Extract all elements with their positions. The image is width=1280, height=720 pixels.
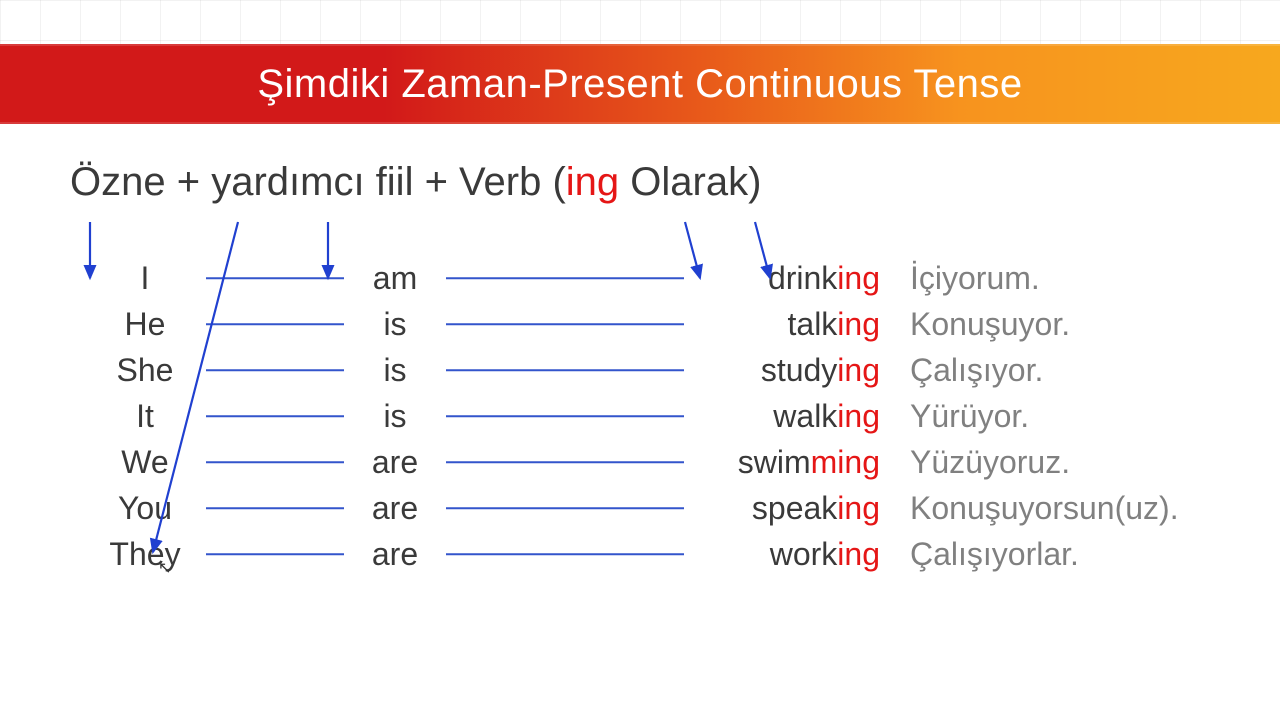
subject-cell: They	[90, 536, 200, 573]
verb-cell: drinking	[690, 260, 910, 297]
content-area: Özne + yardımcı fiil + Verb (ing Olarak)…	[50, 160, 1230, 577]
aux-cell: are	[350, 490, 440, 527]
table-row: ItiswalkingYürüyor.	[90, 393, 1230, 439]
verb-suffix: ing	[837, 490, 880, 526]
translation-cell: Yüzüyoruz.	[910, 444, 1230, 481]
verb-suffix: ming	[811, 444, 880, 480]
table-row: WeareswimmingYüzüyoruz.	[90, 439, 1230, 485]
verb-suffix: ing	[837, 352, 880, 388]
verb-cell: walking	[690, 398, 910, 435]
table-row: Iamdrinkingİçiyorum.	[90, 255, 1230, 301]
subject-cell: You	[90, 490, 200, 527]
table-row: YouarespeakingKonuşuyorsun(uz).	[90, 485, 1230, 531]
verb-stem: talk	[788, 306, 838, 342]
aux-cell: is	[350, 352, 440, 389]
header-banner: Şimdiki Zaman-Present Continuous Tense	[0, 44, 1280, 124]
aux-cell: are	[350, 536, 440, 573]
formula-paren-open: (	[541, 160, 565, 204]
translation-cell: İçiyorum.	[910, 260, 1230, 297]
verb-stem: walk	[773, 398, 837, 434]
grammar-formula: Özne + yardımcı fiil + Verb (ing Olarak)	[50, 160, 1230, 205]
table-row: SheisstudyingÇalışıyor.	[90, 347, 1230, 393]
formula-plus: +	[166, 160, 212, 204]
verb-stem: study	[761, 352, 837, 388]
translation-cell: Konuşuyor.	[910, 306, 1230, 343]
formula-subject: Özne	[70, 160, 166, 204]
page-title: Şimdiki Zaman-Present Continuous Tense	[257, 62, 1022, 107]
subject-cell: We	[90, 444, 200, 481]
verb-cell: working	[690, 536, 910, 573]
formula-plus: +	[413, 160, 459, 204]
table-row: TheyareworkingÇalışıyorlar.	[90, 531, 1230, 577]
translation-cell: Çalışıyorlar.	[910, 536, 1230, 573]
verb-cell: studying	[690, 352, 910, 389]
verb-suffix: ing	[837, 260, 880, 296]
aux-cell: is	[350, 398, 440, 435]
translation-cell: Çalışıyor.	[910, 352, 1230, 389]
formula-ing: ing	[566, 160, 619, 204]
subject-cell: It	[90, 398, 200, 435]
verb-stem: work	[770, 536, 838, 572]
verb-stem: swim	[738, 444, 811, 480]
verb-stem: speak	[752, 490, 837, 526]
translation-cell: Yürüyor.	[910, 398, 1230, 435]
verb-stem: drink	[768, 260, 837, 296]
verb-suffix: ing	[837, 306, 880, 342]
subject-cell: She	[90, 352, 200, 389]
verb-cell: swimming	[690, 444, 910, 481]
subject-cell: I	[90, 260, 200, 297]
translation-cell: Konuşuyorsun(uz).	[910, 490, 1230, 527]
formula-olarak: Olarak)	[619, 160, 761, 204]
table-row: HeistalkingKonuşuyor.	[90, 301, 1230, 347]
verb-suffix: ing	[837, 536, 880, 572]
formula-aux: yardımcı fiil	[211, 160, 413, 204]
verb-cell: talking	[690, 306, 910, 343]
conjugation-table: Iamdrinkingİçiyorum.HeistalkingKonuşuyor…	[50, 255, 1230, 577]
verb-cell: speaking	[690, 490, 910, 527]
aux-cell: are	[350, 444, 440, 481]
aux-cell: is	[350, 306, 440, 343]
verb-suffix: ing	[837, 398, 880, 434]
formula-verb-word: Verb	[459, 160, 541, 204]
aux-cell: am	[350, 260, 440, 297]
grid-background	[0, 0, 1280, 44]
subject-cell: He	[90, 306, 200, 343]
